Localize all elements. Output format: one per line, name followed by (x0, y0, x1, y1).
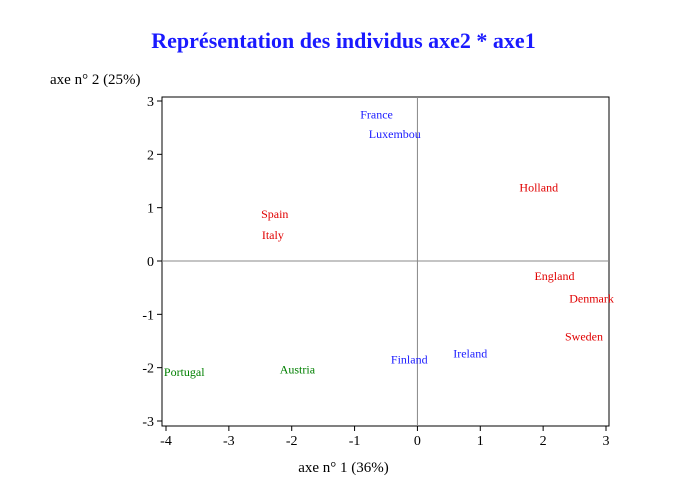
point-label: Austria (280, 362, 316, 376)
y-tick-label: 1 (147, 202, 154, 217)
point-label: Finland (391, 353, 428, 367)
point-label: Spain (261, 207, 288, 221)
x-tick-label: -2 (286, 434, 298, 449)
point-label: Luxembou (369, 127, 421, 141)
chart-title: Représentation des individus axe2 * axe1 (151, 28, 536, 53)
point-label: France (360, 107, 393, 121)
x-tick-label: 1 (477, 434, 484, 449)
x-tick-label: 2 (540, 434, 547, 449)
point-label: Denmark (569, 291, 614, 305)
x-tick-label: -4 (160, 434, 172, 449)
y-axis-label: axe n° 2 (25%) (50, 72, 141, 88)
y-tick-label: 3 (147, 95, 154, 110)
point-label: Ireland (453, 346, 487, 360)
point-label: Holland (519, 180, 558, 194)
x-tick-label: -3 (223, 434, 235, 449)
x-tick-label: 3 (603, 434, 610, 449)
y-tick-label: -3 (142, 415, 154, 430)
y-tick-label: -2 (142, 362, 154, 377)
x-tick-label: 0 (414, 434, 421, 449)
y-tick-label: 2 (147, 148, 154, 163)
point-label: Italy (262, 228, 284, 242)
y-tick-label: -1 (142, 308, 154, 323)
x-axis-label: axe n° 1 (36%) (298, 460, 389, 476)
y-tick-label: 0 (147, 255, 154, 270)
point-label: Sweden (565, 330, 603, 344)
x-tick-label: -1 (349, 434, 361, 449)
point-label: Portugal (164, 365, 205, 379)
point-label: England (534, 269, 574, 283)
